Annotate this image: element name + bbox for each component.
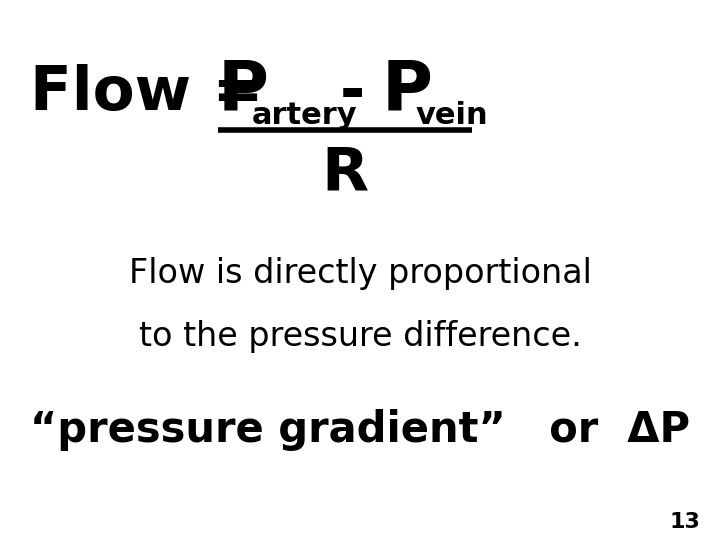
Text: artery: artery [252, 101, 358, 130]
Text: 13: 13 [669, 512, 700, 532]
Text: Flow =: Flow = [30, 64, 285, 123]
Text: “pressure gradient”   or  ΔP: “pressure gradient” or ΔP [30, 409, 690, 451]
Text: R: R [321, 145, 369, 204]
Text: -: - [340, 64, 365, 123]
Text: Flow is directly proportional: Flow is directly proportional [129, 257, 591, 290]
Text: P: P [382, 57, 433, 124]
Text: to the pressure difference.: to the pressure difference. [138, 320, 582, 353]
Text: P: P [218, 57, 269, 124]
Text: vein: vein [416, 101, 489, 130]
